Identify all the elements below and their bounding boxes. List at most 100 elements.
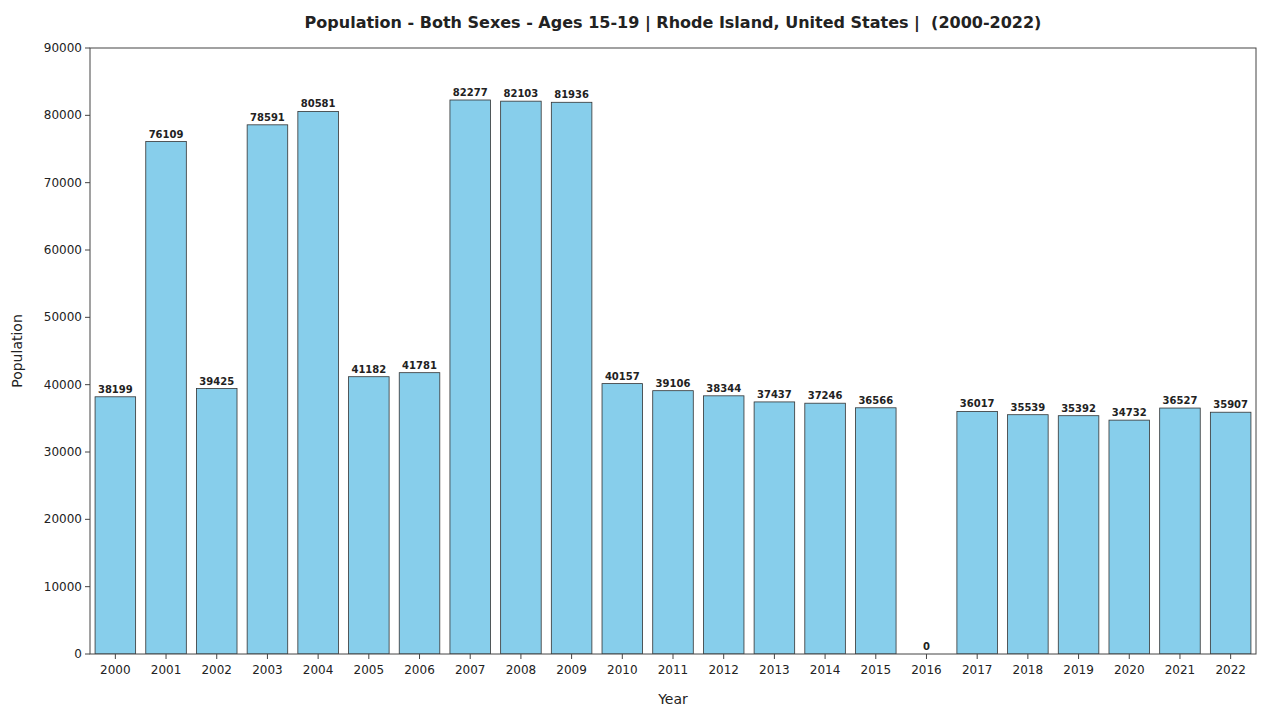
data-label: 40157 [605, 371, 640, 382]
data-label: 35539 [1010, 402, 1045, 413]
data-label: 78591 [250, 112, 285, 123]
y-tick-label: 70000 [44, 176, 82, 190]
data-label: 37246 [808, 390, 843, 401]
y-tick [85, 586, 90, 587]
x-tick [419, 654, 420, 659]
bar [856, 408, 897, 654]
x-tick [673, 654, 674, 659]
x-tick [977, 654, 978, 659]
bar [1058, 416, 1099, 654]
x-tick-label: 2004 [303, 663, 334, 677]
x-tick [1179, 654, 1180, 659]
x-tick-label: 2013 [759, 663, 790, 677]
y-tick [85, 115, 90, 116]
data-label: 41182 [351, 364, 386, 375]
data-label: 38344 [706, 383, 741, 394]
x-tick-label: 2020 [1114, 663, 1145, 677]
x-axis: 2000200120022003200420052006200720082009… [100, 654, 1246, 677]
y-tick-label: 20000 [44, 512, 82, 526]
bars [95, 100, 1251, 654]
bar [1109, 420, 1150, 654]
bar [399, 373, 440, 654]
data-label: 39425 [199, 376, 234, 387]
chart-title: Population - Both Sexes - Ages 15-19 | R… [305, 13, 1042, 33]
x-tick [318, 654, 319, 659]
data-label: 81936 [554, 89, 589, 100]
x-tick-label: 2008 [506, 663, 537, 677]
data-labels: 3819976109394257859180581411824178182277… [98, 87, 1248, 652]
chart-svg: 3819976109394257859180581411824178182277… [0, 0, 1280, 720]
x-tick [216, 654, 217, 659]
bar [653, 391, 694, 654]
y-tick-label: 60000 [44, 243, 82, 257]
bar [247, 125, 288, 654]
data-label: 82277 [453, 87, 488, 98]
y-tick [85, 317, 90, 318]
data-label: 36527 [1163, 395, 1198, 406]
bar [1008, 415, 1049, 654]
bar [1210, 412, 1251, 654]
x-tick-label: 2006 [404, 663, 435, 677]
data-label: 38199 [98, 384, 133, 395]
y-tick [85, 654, 90, 655]
x-tick [875, 654, 876, 659]
data-label: 82103 [504, 88, 539, 99]
x-tick [1027, 654, 1028, 659]
bar [703, 396, 744, 654]
y-tick [85, 250, 90, 251]
x-tick [723, 654, 724, 659]
y-axis: 0100002000030000400005000060000700008000… [44, 41, 90, 661]
bar [602, 384, 643, 654]
x-tick-label: 2000 [100, 663, 131, 677]
x-tick [571, 654, 572, 659]
data-label: 35392 [1061, 403, 1096, 414]
x-tick-label: 2011 [658, 663, 689, 677]
data-label: 36566 [858, 395, 893, 406]
data-label: 41781 [402, 360, 437, 371]
x-tick-label: 2012 [708, 663, 739, 677]
data-label: 34732 [1112, 407, 1147, 418]
data-label: 0 [923, 641, 930, 652]
x-tick-label: 2022 [1215, 663, 1246, 677]
x-tick-label: 2007 [455, 663, 486, 677]
y-tick-label: 0 [74, 647, 82, 661]
x-tick [774, 654, 775, 659]
data-label: 36017 [960, 398, 995, 409]
x-tick [1078, 654, 1079, 659]
y-tick-label: 30000 [44, 445, 82, 459]
y-tick [85, 48, 90, 49]
x-tick [368, 654, 369, 659]
y-tick [85, 452, 90, 453]
bar [501, 101, 542, 654]
x-tick-label: 2001 [151, 663, 182, 677]
y-tick-label: 10000 [44, 580, 82, 594]
x-tick [926, 654, 927, 659]
x-tick [267, 654, 268, 659]
plot-frame [90, 48, 1256, 654]
x-tick [520, 654, 521, 659]
bar [754, 402, 795, 654]
x-tick-label: 2017 [962, 663, 993, 677]
data-label: 37437 [757, 389, 792, 400]
x-tick-label: 2015 [861, 663, 892, 677]
x-tick [115, 654, 116, 659]
x-axis-label: Year [657, 691, 688, 707]
x-tick-label: 2010 [607, 663, 638, 677]
y-tick-label: 80000 [44, 108, 82, 122]
x-tick-label: 2003 [252, 663, 283, 677]
y-axis-label: Population [9, 314, 25, 388]
bar [146, 142, 187, 654]
bar [805, 403, 846, 654]
x-tick [622, 654, 623, 659]
x-tick-label: 2014 [810, 663, 841, 677]
x-tick [470, 654, 471, 659]
y-tick-label: 90000 [44, 41, 82, 55]
x-tick-label: 2016 [911, 663, 942, 677]
y-tick [85, 519, 90, 520]
y-tick [85, 182, 90, 183]
bar [551, 102, 592, 654]
bar [95, 397, 136, 654]
bar [450, 100, 491, 654]
x-tick [1230, 654, 1231, 659]
data-label: 80581 [301, 98, 336, 109]
